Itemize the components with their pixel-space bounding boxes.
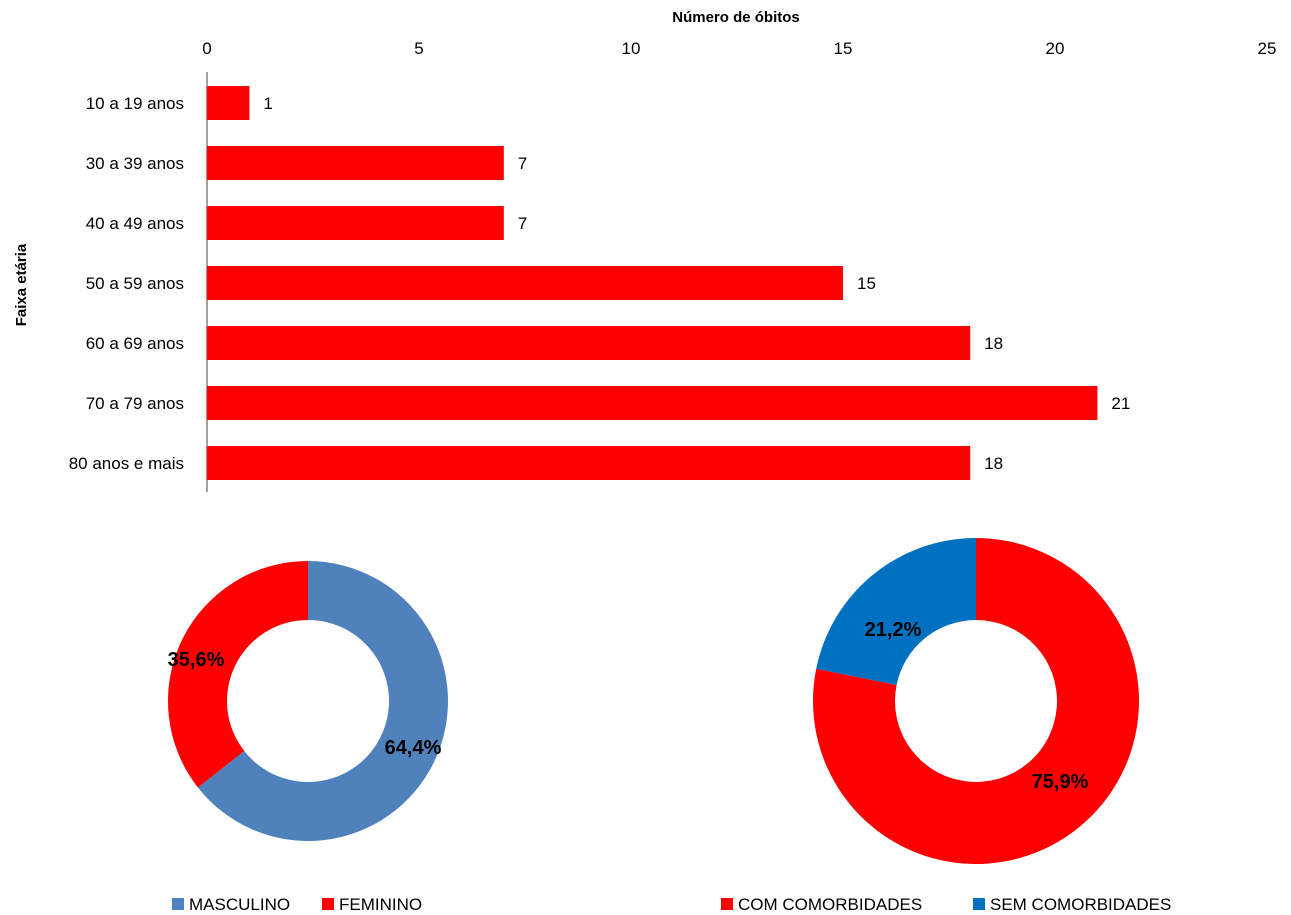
slice-label-sem-comorbidades: 21,2%	[865, 619, 922, 641]
legend-swatch-sem-comorbidades	[973, 898, 985, 910]
legend-swatch-com-comorbidades	[721, 898, 733, 910]
bar-10-a-19-anos	[207, 86, 250, 120]
x-axis-ticks: 0 5 10 15 20 25	[202, 39, 1276, 58]
bar-value-label-50-a-59-anos: 15	[857, 274, 876, 293]
y-axis-title: Faixa etária	[13, 243, 30, 326]
bar-value-label-10-a-19-anos: 1	[263, 94, 272, 113]
bar-50-a-59-anos	[207, 266, 843, 300]
x-tick-label: 15	[834, 39, 853, 58]
category-label-80-anos-e-mais: 80 anos e mais	[69, 454, 184, 473]
slice-masculino	[197, 561, 448, 842]
comorbidity-donut-chart: 75,9% 21,2%	[813, 538, 1139, 865]
slice-feminino	[167, 561, 308, 788]
x-tick-label: 20	[1046, 39, 1065, 58]
category-label-70-a-79-anos: 70 a 79 anos	[86, 394, 184, 413]
category-label-50-a-59-anos: 50 a 59 anos	[86, 274, 184, 293]
legend-swatch-masculino	[172, 898, 184, 910]
sex-legend: MASCULINO FEMININO	[172, 895, 422, 914]
x-tick-label: 5	[414, 39, 423, 58]
slice-com-comorbidades	[813, 538, 1139, 865]
slice-sem-comorbidades	[816, 538, 976, 685]
category-label-60-a-69-anos: 60 a 69 anos	[86, 334, 184, 353]
comorbidity-legend: COM COMORBIDADES SEM COMORBIDADES	[721, 895, 1171, 914]
category-labels: 10 a 19 anos 30 a 39 anos 40 a 49 anos 50 a…	[69, 94, 184, 473]
category-label-40-a-49-anos: 40 a 49 anos	[86, 214, 184, 233]
category-label-30-a-39-anos: 30 a 39 anos	[86, 154, 184, 173]
x-axis-title: Número de óbitos	[672, 9, 800, 26]
x-tick-label: 25	[1258, 39, 1277, 58]
legend-label-com-comorbidades: COM COMORBIDADES	[738, 895, 922, 914]
bar-40-a-49-anos	[207, 206, 504, 240]
bar-value-label-30-a-39-anos: 7	[518, 154, 527, 173]
bar-value-label-40-a-49-anos: 7	[518, 214, 527, 233]
bar-value-label-60-a-69-anos: 18	[984, 334, 1003, 353]
bar-70-a-79-anos	[207, 386, 1098, 420]
age-bar-chart: Número de óbitos Faixa etária 0 5 10 15 20 25…	[13, 9, 1276, 492]
legend-swatch-feminino	[322, 898, 334, 910]
legend-label-sem-comorbidades: SEM COMORBIDADES	[990, 895, 1171, 914]
bar-30-a-39-anos	[207, 146, 504, 180]
legend-label-masculino: MASCULINO	[189, 895, 290, 914]
bar-value-label-70-a-79-anos: 21	[1111, 394, 1130, 413]
slice-label-com-comorbidades: 75,9%	[1032, 771, 1089, 793]
sex-donut-chart: 64,4% 35,6%	[167, 561, 448, 842]
bar-60-a-69-anos	[207, 326, 971, 360]
slice-label-feminino: 35,6%	[168, 649, 225, 671]
bar-value-label-80-anos-e-mais: 18	[984, 454, 1003, 473]
bars	[207, 86, 1098, 480]
category-label-10-a-19-anos: 10 a 19 anos	[86, 94, 184, 113]
x-tick-label: 10	[622, 39, 641, 58]
legend-label-feminino: FEMININO	[339, 895, 422, 914]
slice-label-masculino: 64,4%	[385, 737, 442, 759]
bar-80-anos-e-mais	[207, 446, 971, 480]
x-tick-label: 0	[202, 39, 211, 58]
bar-value-labels: 1 7 7 15 18 21 18	[263, 94, 1130, 473]
